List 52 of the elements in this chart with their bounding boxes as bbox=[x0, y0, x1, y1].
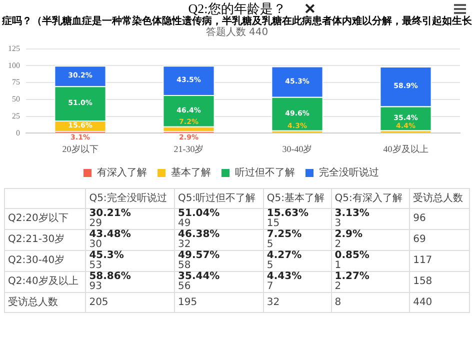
category-label: 受访总人数 bbox=[410, 188, 470, 208]
y-tick-label: 75 bbox=[12, 78, 20, 87]
text: 205 bbox=[89, 296, 108, 308]
category-label: Q2:30-40岁 bbox=[8, 255, 65, 266]
category-label: Q5:听过但不了解 bbox=[174, 188, 264, 208]
category-label: 受访总人数 bbox=[8, 296, 58, 308]
text: 35.44% 56 bbox=[178, 271, 220, 292]
text: 7.25% 5 bbox=[266, 229, 302, 250]
text: 32 bbox=[266, 296, 280, 308]
text: 2.9% 2 bbox=[334, 229, 362, 250]
text: 51.04% 49 bbox=[178, 208, 220, 229]
text: 0.85% 1 bbox=[334, 250, 370, 271]
category-label: Q2:21-30岁 bbox=[8, 234, 65, 245]
text: 58.86% 93 bbox=[89, 271, 131, 292]
y-tick-label: 25 bbox=[12, 111, 20, 120]
text: 96 bbox=[413, 213, 426, 224]
text: 46.38% 32 bbox=[178, 229, 220, 250]
text: 440 bbox=[413, 296, 432, 308]
text: 8 bbox=[334, 296, 342, 308]
legend-label: 有深入了解 bbox=[97, 166, 147, 179]
text: 15.63% 15 bbox=[266, 208, 309, 229]
text: 195 bbox=[178, 296, 198, 308]
category-label: Q5:完全没听说过 bbox=[86, 188, 175, 208]
chart-title: Q2:您的年龄是？ bbox=[188, 1, 286, 16]
x-tick-label: 40岁及以上 bbox=[383, 144, 428, 154]
x-tick-label: 20岁以下 bbox=[62, 144, 98, 154]
y-tick-label: 100 bbox=[8, 60, 20, 70]
y-tick-label: 50 bbox=[12, 94, 20, 104]
y-tick-label: 0 bbox=[16, 128, 20, 138]
x-tick-label: 30-40岁 bbox=[282, 144, 312, 154]
text: 4.43% 7 bbox=[266, 271, 302, 292]
text: 答题人数 440 bbox=[204, 27, 270, 38]
legend-label: 基本了解 bbox=[171, 166, 211, 179]
chart-subtitle: 症吗？（半乳糖血症是一种常染色体隐性遗传病，半乳糖及乳糖在此病患者体内难以分解，最终引起如生长 bbox=[0, 16, 473, 27]
text: 117 bbox=[413, 255, 432, 266]
text: 69 bbox=[413, 234, 426, 245]
category-label: Q5:基本了解 bbox=[263, 188, 332, 208]
text: 158 bbox=[413, 276, 432, 287]
category-label: Q5:有深入了解 bbox=[331, 188, 410, 208]
text: 49.57% 58 bbox=[178, 250, 220, 271]
x-tick-label: 21-30岁 bbox=[174, 144, 204, 154]
text: 43.48% 30 bbox=[89, 229, 131, 250]
text: 1.27% 2 bbox=[334, 271, 370, 292]
legend-label: 听过但不了解 bbox=[235, 166, 295, 179]
text: 4.27% 5 bbox=[266, 250, 302, 271]
category-label: Q2:20岁以下 bbox=[8, 213, 68, 224]
text: 30.21% 29 bbox=[89, 208, 131, 229]
category-label: Q2:40岁及以上 bbox=[8, 276, 78, 287]
legend-label: 完全没听说过 bbox=[319, 166, 379, 179]
text: 45.3% 53 bbox=[89, 250, 124, 271]
text: 3.13% 3 bbox=[334, 208, 370, 229]
y-tick-label: 125 bbox=[8, 44, 20, 53]
